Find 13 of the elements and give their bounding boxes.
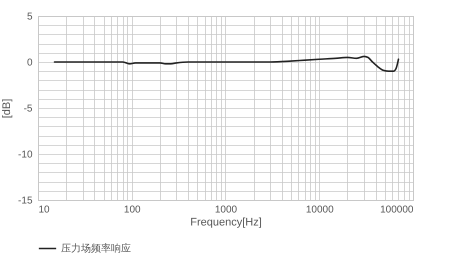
x-tick-label: 100000 [380, 204, 414, 216]
y-tick-label: -5 [24, 104, 33, 114]
y-axis-title: [dB] [1, 98, 14, 118]
legend-label: 压力场频率响应 [61, 242, 131, 254]
y-tick-label: -10 [18, 150, 33, 160]
y-tick-label: 0 [26, 58, 33, 68]
x-tick-label: 1000 [214, 204, 238, 216]
x-axis-title: Frequency[Hz] [190, 216, 262, 228]
y-tick-label: 5 [26, 12, 33, 22]
y-tick-label: -15 [18, 196, 33, 206]
x-tick-label: 10 [38, 204, 50, 216]
x-tick-label: 10000 [306, 204, 334, 216]
x-tick-label: 100 [124, 204, 142, 216]
